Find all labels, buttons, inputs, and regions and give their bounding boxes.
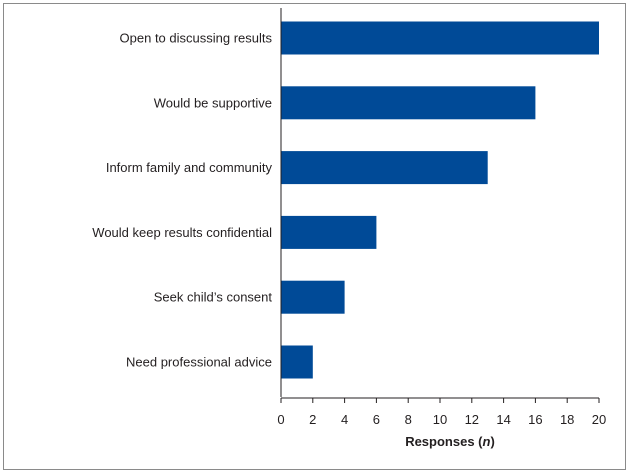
- category-label-3: Would keep results confidential: [92, 225, 272, 240]
- bars-group: [281, 21, 599, 379]
- x-tick-label-0: 0: [277, 412, 284, 427]
- x-tick-label-10: 20: [592, 412, 606, 427]
- category-label-5: Need professional advice: [126, 355, 272, 370]
- x-axis-title-close: ): [490, 434, 494, 449]
- bar-5: [281, 345, 313, 379]
- x-tick-label-9: 18: [560, 412, 574, 427]
- x-tick-label-6: 12: [465, 412, 479, 427]
- x-tick-label-1: 2: [309, 412, 316, 427]
- bar-1: [281, 86, 536, 120]
- x-axis-ticks: 0 2 4 6 8 10 12 14 16 18 20: [277, 398, 606, 427]
- category-label-1: Would be supportive: [154, 95, 272, 110]
- bar-0: [281, 21, 599, 55]
- category-labels: Open to discussing results Would be suppo…: [92, 31, 272, 370]
- x-axis-title-main: Responses (: [405, 434, 483, 449]
- x-tick-label-5: 10: [433, 412, 447, 427]
- bar-3: [281, 215, 377, 249]
- x-tick-label-3: 6: [373, 412, 380, 427]
- category-label-4: Seek child’s consent: [154, 290, 273, 305]
- bar-2: [281, 151, 488, 185]
- x-tick-label-8: 16: [528, 412, 542, 427]
- x-tick-label-7: 14: [496, 412, 510, 427]
- category-label-2: Inform family and community: [106, 160, 273, 175]
- x-axis-title-italic: n: [483, 434, 491, 449]
- bar-4: [281, 280, 345, 314]
- category-label-0: Open to discussing results: [120, 31, 273, 46]
- x-tick-label-2: 4: [341, 412, 348, 427]
- x-axis-title: Responses (n): [405, 434, 495, 449]
- x-tick-label-4: 8: [405, 412, 412, 427]
